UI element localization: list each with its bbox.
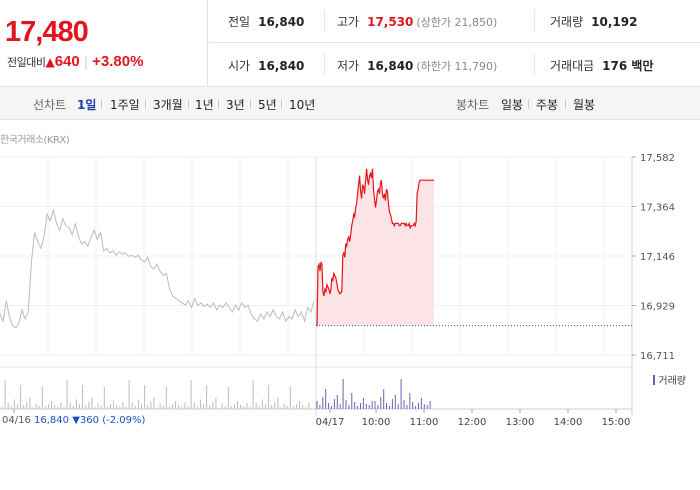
prev-day-price-line [0,209,315,329]
prev-day-date: 04/16 [2,415,31,426]
separator: | [83,55,89,70]
data-source: 한국거래소(KRX) [0,135,70,146]
tab-divider [188,99,189,109]
prev-day-price: 16,840 [34,415,70,426]
prev-day-info: 04/16 16,840 ▼360 (-2.09%) [2,415,145,426]
divider [534,54,535,76]
y-tick-label: 17,364 [640,203,675,214]
price-chart[interactable]: 17,582 17,364 17,146 16,929 16,711 04/17 10:00… [0,120,700,430]
x-tick-label: 10:00 [362,417,391,428]
volume-legend: 거래량 [653,372,686,387]
divider [534,10,535,32]
y-tick-label: 17,582 [640,153,675,164]
change-percent: +3.80% [92,53,144,70]
stat-trade-value: 거래대금 176 백만 [550,59,654,73]
x-tick-label: 11:00 [410,417,439,428]
line-chart-label: 선차트 [33,98,67,112]
change-label: 전일대비 [7,56,46,69]
stats-panel: 전일 16,840 고가 17,530 (상한가 21,850) 거래량 10,192 … [209,0,700,87]
x-tick-label: 13:00 [506,417,535,428]
y-tick-label: 17,146 [640,252,675,263]
y-tick-label: 16,711 [640,351,675,362]
tab-divider [281,99,282,109]
tab-3-year[interactable]: 3년 [226,98,245,112]
x-tick-label: 04/17 [316,417,345,428]
volume-legend-swatch [653,375,656,385]
tab-10-year[interactable]: 10년 [289,98,316,112]
tab-divider [565,99,566,109]
down-triangle-icon: ▼ [72,415,80,426]
tab-monthly-candle[interactable]: 월봉 [573,98,596,112]
x-tick-label: 14:00 [554,417,583,428]
candle-chart-label: 봉차트 [456,98,490,112]
tab-5-year[interactable]: 5년 [258,98,277,112]
quote-header: 17,480 전일대비▲640 | +3.80% 전일 16,840 고가 17,530… [0,0,700,87]
today-price-area [316,168,434,326]
tab-1-week[interactable]: 1주일 [110,98,140,112]
tab-divider [528,99,529,109]
change-amount: 640 [54,53,80,70]
tab-3-month[interactable]: 3개월 [153,98,183,112]
x-tick-label: 12:00 [458,417,487,428]
stats-row-2: 시가 16,840 저가 16,840 (하한가 11,790) 거래대금 176 백만 [209,44,700,87]
prev-day-change: 360 [79,415,99,426]
x-tick-label: 15:00 [602,417,631,428]
up-triangle-icon: ▲ [45,55,55,69]
tab-weekly-candle[interactable]: 주봉 [536,98,559,112]
tab-1-year[interactable]: 1년 [195,98,214,112]
tab-divider [101,99,102,109]
prev-day-percent: (-2.09%) [102,415,146,426]
y-tick-label: 16,929 [640,302,675,313]
tab-divider [250,99,251,109]
current-price: 17,480 [5,16,89,48]
tab-1-day[interactable]: 1일 [77,98,97,112]
tab-daily-candle[interactable]: 일봉 [501,98,524,112]
period-tabs: 선차트 1일 1주일 3개월 1년 3년 5년 10년 봉차트 일봉 주봉 월봉 [0,87,700,120]
divider [324,10,325,32]
stat-prev-close: 전일 16,840 [228,15,305,29]
price-box: 17,480 전일대비▲640 | +3.80% [0,0,208,87]
stats-row-1: 전일 16,840 고가 17,530 (상한가 21,850) 거래량 10,192 [209,0,700,43]
stat-volume: 거래량 10,192 [550,15,638,29]
change-line: 전일대비▲640 | +3.80% [7,53,143,70]
stat-open: 시가 16,840 [228,59,305,73]
today-price-line [316,168,434,327]
divider [324,54,325,76]
tab-divider [145,99,146,109]
stat-low: 저가 16,840 (하한가 11,790) [337,59,498,73]
stat-high: 고가 17,530 (상한가 21,850) [337,15,498,29]
tab-divider [218,99,219,109]
